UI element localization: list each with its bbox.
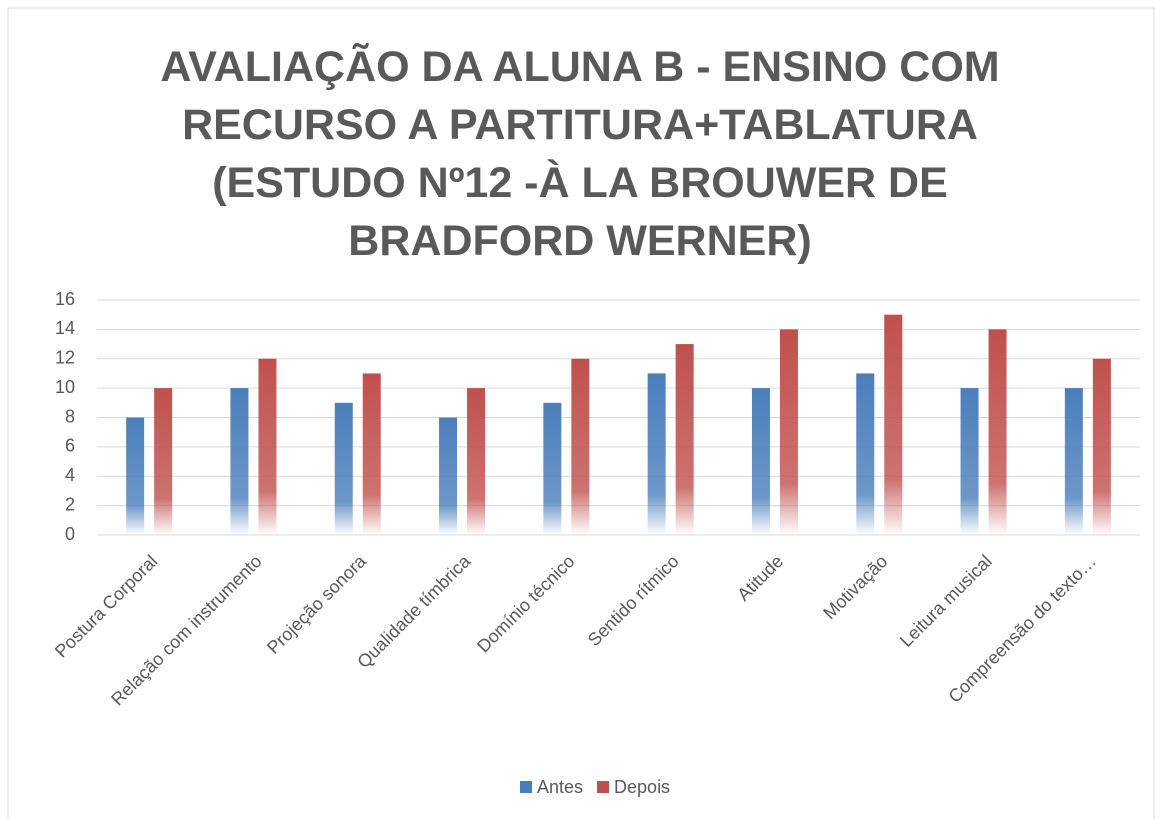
x-tick-label: Motivação (819, 551, 891, 623)
bar (467, 388, 486, 535)
bar (543, 402, 562, 535)
chart-title: AVALIAÇÃO DA ALUNA B - ENSINO COM RECURS… (160, 43, 1000, 265)
x-tick-label: Leitura musical (896, 551, 996, 651)
y-tick-label: 10 (55, 377, 75, 397)
x-tick-label: Projeção sonora (263, 550, 371, 658)
y-tick-label: 12 (55, 348, 75, 368)
legend-label: Depois (614, 777, 670, 797)
bar (334, 402, 353, 535)
bar (988, 329, 1007, 535)
bar (675, 344, 694, 535)
x-tick-label: Domínio técnico (473, 551, 578, 656)
bar (126, 417, 145, 535)
bar (884, 314, 903, 535)
bar (751, 388, 770, 535)
bar (439, 417, 458, 535)
bar (960, 388, 979, 535)
y-tick-label: 14 (55, 318, 75, 338)
x-tick-label: Sentido rítmico (584, 551, 683, 650)
bar (779, 329, 798, 535)
chart-border (7, 7, 1155, 819)
bar (571, 358, 590, 535)
y-tick-label: 16 (55, 289, 75, 309)
y-tick-label: 0 (65, 524, 75, 544)
bar (856, 373, 875, 535)
bar (258, 358, 277, 535)
x-tick-label: Qualidade tímbrica (353, 550, 475, 672)
bar (1064, 388, 1083, 535)
bar (647, 373, 666, 535)
x-tick-label: Postura Corporal (51, 551, 161, 661)
y-tick-label: 2 (65, 494, 75, 514)
legend-swatch (520, 781, 532, 793)
legend-swatch (597, 781, 610, 793)
x-tick-label: Atitude (733, 551, 787, 605)
y-tick-label: 4 (65, 465, 75, 485)
bar (1092, 358, 1111, 535)
bar (362, 373, 381, 535)
y-tick-label: 8 (65, 406, 75, 426)
bar (154, 388, 173, 535)
legend-label: Antes (537, 777, 583, 797)
y-tick-label: 6 (65, 436, 75, 456)
bar (230, 388, 249, 535)
